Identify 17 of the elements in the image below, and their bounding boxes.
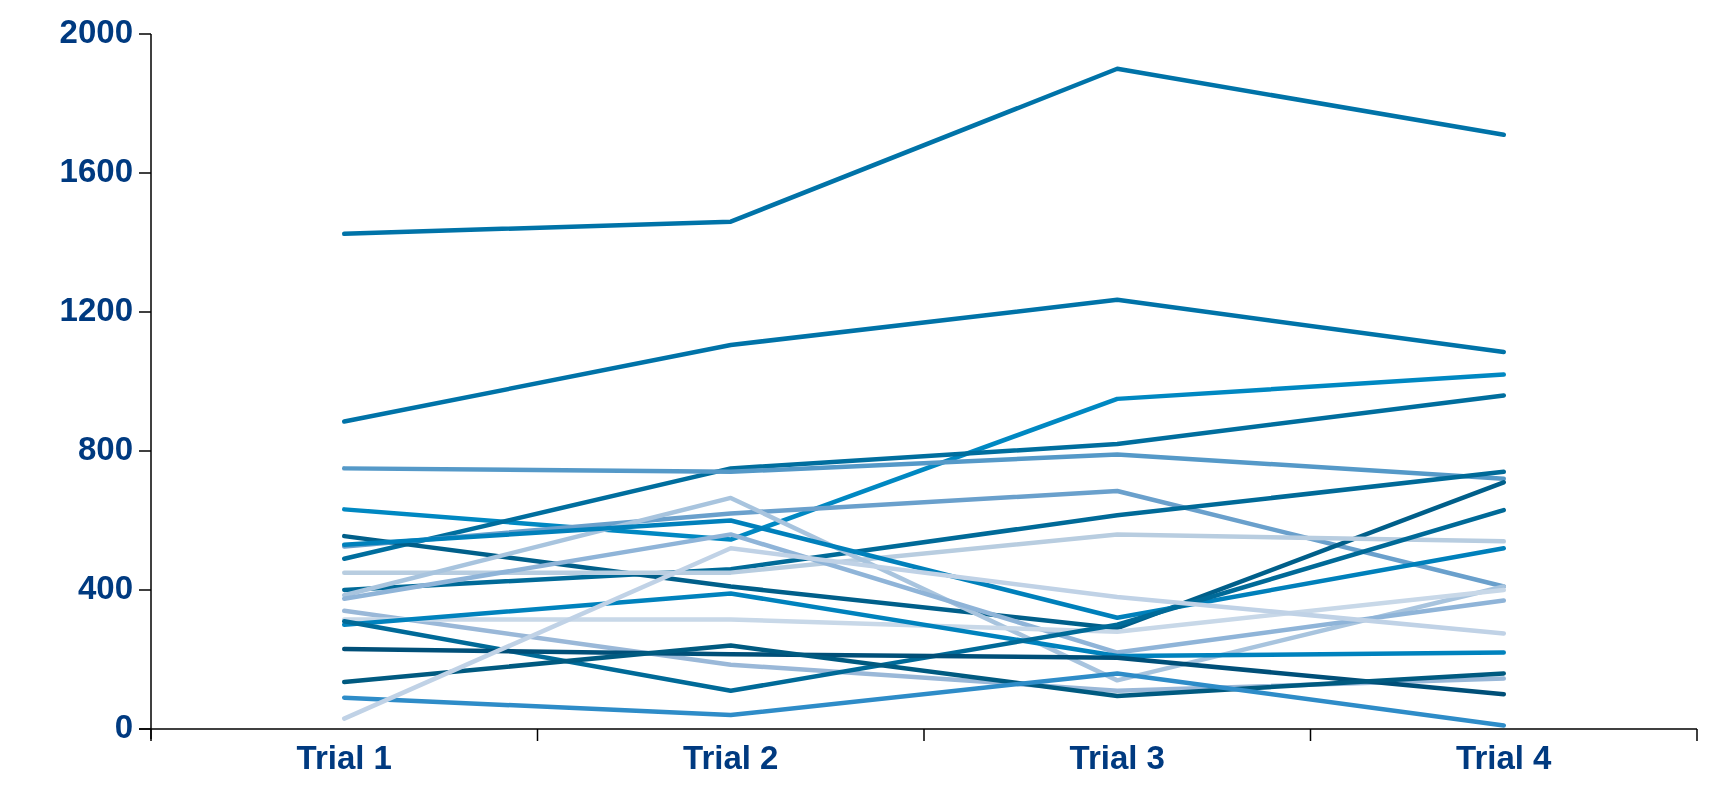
y-tick-label: 0 (114, 707, 133, 745)
x-tick-label: Trial 2 (683, 739, 779, 776)
line-series (342, 591, 1506, 659)
y-tick-label: 800 (77, 429, 133, 467)
line-series (342, 671, 1506, 728)
line-series (342, 532, 1506, 655)
y-tick-label: 2000 (59, 12, 133, 50)
x-tick-label: Trial 3 (1069, 739, 1165, 776)
x-tick-label: Trial 4 (1456, 739, 1553, 776)
y-tick-label: 400 (77, 568, 133, 606)
y-tick-label: 1200 (59, 290, 133, 328)
line-series (342, 66, 1506, 237)
line-series (342, 393, 1506, 561)
y-tick-label: 1600 (59, 151, 133, 189)
x-tick-label: Trial 1 (296, 739, 392, 776)
line-series (342, 452, 1506, 482)
line-series (342, 297, 1506, 424)
